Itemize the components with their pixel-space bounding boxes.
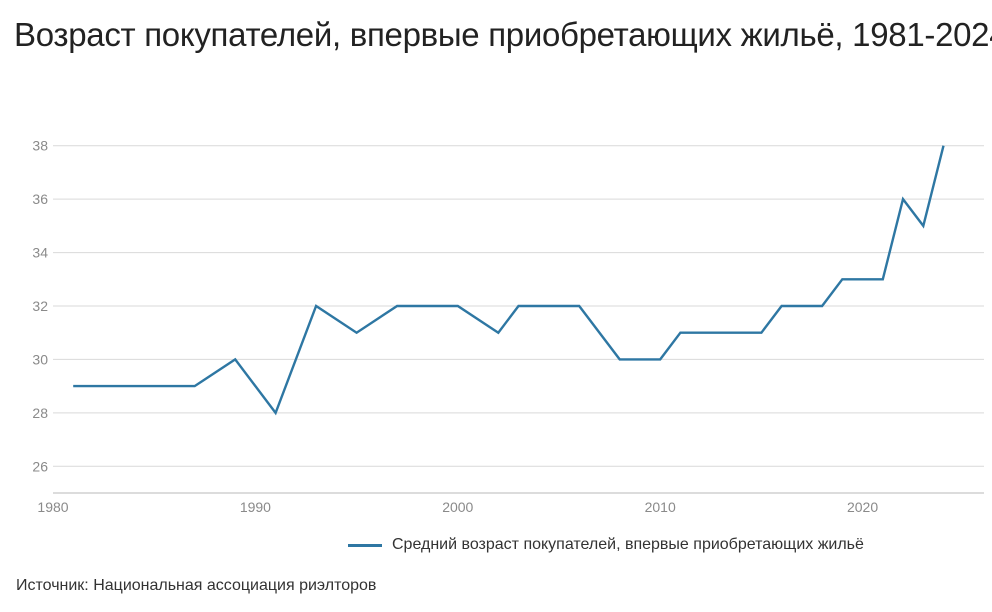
y-axis-ticks: 26 28 30 32 34 36 38 [32,138,48,475]
y-tick-label: 30 [32,351,48,367]
x-tick-label: 1980 [37,499,68,515]
x-tick-label: 2020 [847,499,878,515]
series-lines [73,145,945,416]
y-tick-label: 34 [32,245,48,261]
x-axis-ticks: 1980 1990 2000 2010 2020 [37,499,878,515]
series-line-0 [73,145,945,416]
y-tick-label: 28 [32,405,48,421]
legend-swatch [348,543,382,547]
x-tick-label: 2000 [442,499,473,515]
legend-label: Средний возраст покупателей, впервые при… [392,536,864,553]
source-note: Источник: Национальная ассоциация риэлто… [16,577,377,594]
y-tick-label: 38 [32,138,48,154]
legend: Средний возраст покупателей, впервые при… [348,536,864,554]
gridlines [53,145,984,494]
y-tick-label: 32 [32,298,48,314]
x-tick-label: 2010 [645,499,676,515]
x-tick-label: 1990 [240,499,271,515]
y-tick-label: 26 [32,458,48,474]
y-tick-label: 36 [32,191,48,207]
chart-title: Возраст покупателей, впервые приобретающ… [14,16,992,53]
